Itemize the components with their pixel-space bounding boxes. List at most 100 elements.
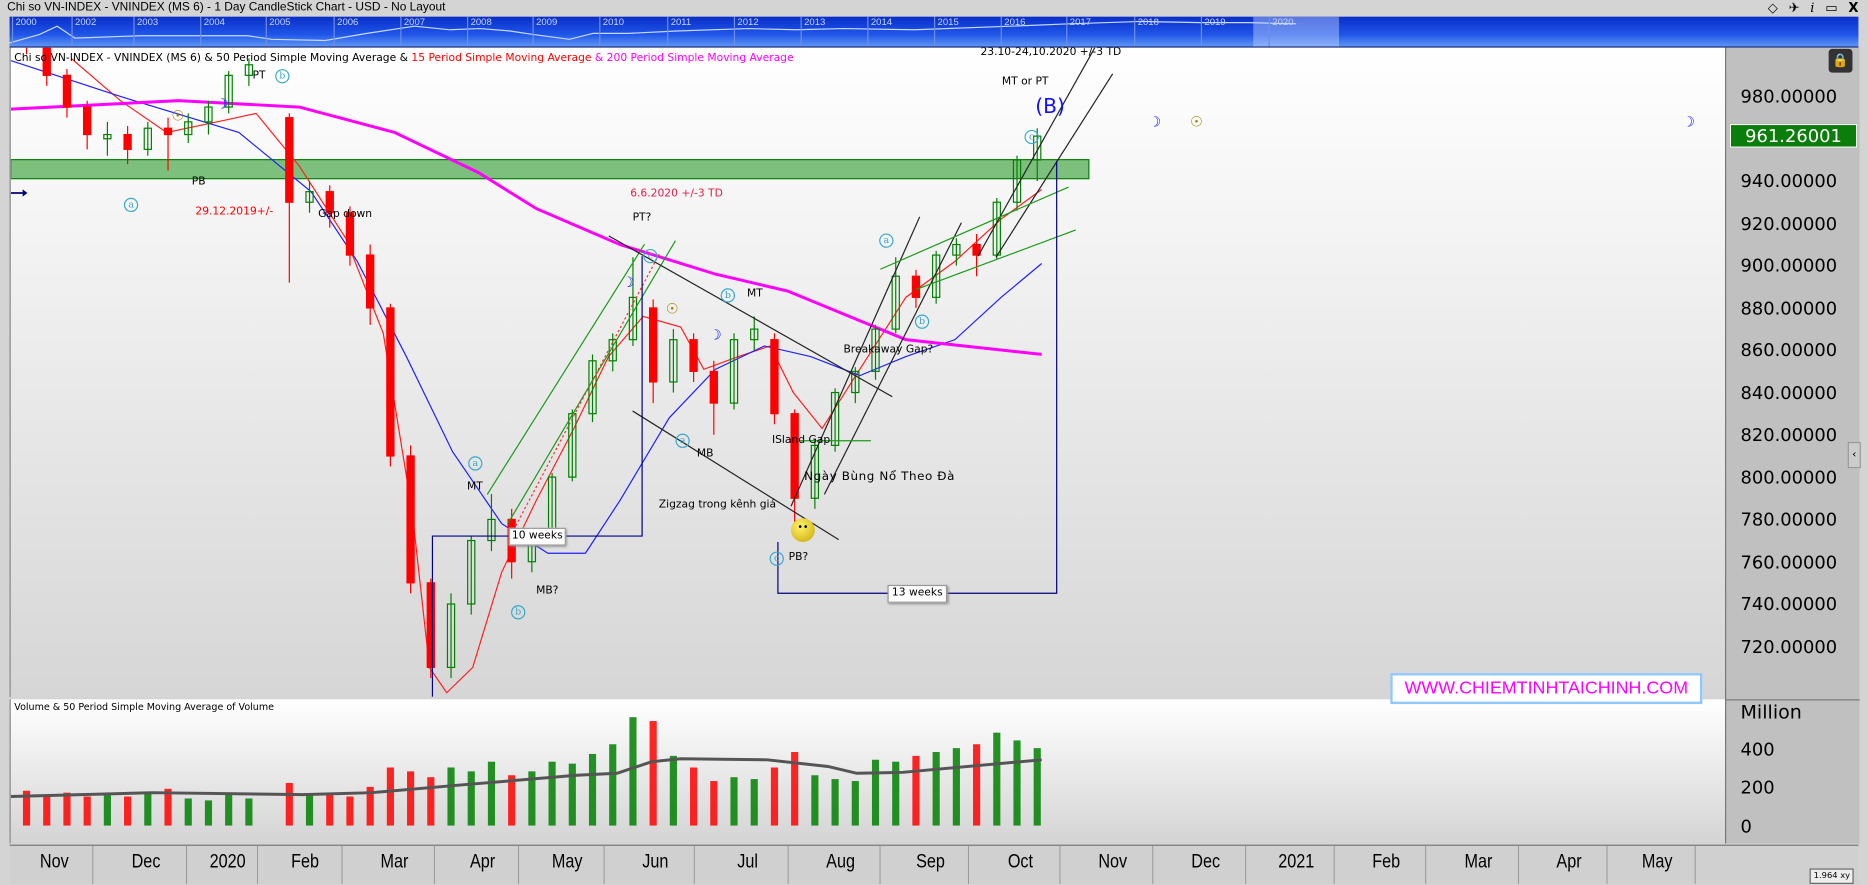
volume-bar — [750, 779, 758, 826]
candle-body — [729, 339, 739, 404]
candle-body — [426, 582, 435, 669]
lock-icon[interactable]: 🔒 — [1828, 48, 1853, 73]
price-axis[interactable]: 🔒 980.00000 940.00000 920.00000 900.00000 88… — [1725, 47, 1861, 844]
price-tick: 920.00000 — [1740, 212, 1838, 235]
last-price-label: 961.26001 — [1729, 123, 1858, 148]
annotation-date-1: 29.12.2019+/- — [195, 206, 274, 219]
volume-bar — [1033, 748, 1041, 826]
navigator-year[interactable]: 2017 — [1066, 16, 1091, 47]
volume-bar — [305, 794, 314, 826]
navigator-year[interactable]: 2014 — [867, 16, 892, 47]
navigator-year[interactable]: 2008 — [466, 16, 492, 47]
candle — [972, 233, 981, 277]
candle-body — [891, 275, 900, 330]
annotation-island-gap: ISland Gap — [771, 434, 831, 447]
candle-body — [952, 243, 961, 256]
navigator-year[interactable]: 2016 — [1000, 16, 1025, 47]
time-axis-label: Mar — [1439, 845, 1519, 884]
maximize-icon[interactable]: ▭ — [1825, 0, 1838, 16]
candle — [992, 197, 1001, 260]
price-tick: 740.00000 — [1740, 593, 1838, 615]
candle-body — [851, 370, 860, 394]
sun-icon: ☉ — [665, 300, 679, 317]
candle-body — [446, 603, 456, 669]
volume-bar — [669, 755, 677, 826]
navigator-year[interactable]: 2018 — [1134, 16, 1159, 47]
candle — [467, 536, 476, 615]
navigator-year[interactable]: 2004 — [200, 16, 225, 47]
resistance-zone — [10, 159, 1090, 180]
navigator-year[interactable]: 2007 — [400, 16, 425, 47]
navigator-year[interactable]: 2012 — [733, 16, 759, 47]
zoom-badge[interactable]: 1.964 xy — [1810, 868, 1854, 884]
candle-body — [305, 191, 314, 203]
sun-icon: ☉ — [1190, 113, 1203, 130]
volume-bar — [63, 792, 71, 826]
volume-bar — [22, 790, 31, 826]
candle-body — [285, 117, 294, 203]
volume-bar — [124, 796, 132, 826]
info-icon[interactable]: i — [1810, 0, 1815, 16]
candle — [123, 126, 132, 165]
volume-bar — [487, 761, 496, 826]
candle-body — [406, 455, 415, 584]
navigator-year[interactable]: 2002 — [71, 16, 96, 47]
candle-body — [608, 339, 617, 362]
volume-bar — [103, 794, 111, 826]
navigator-year[interactable]: 2013 — [800, 16, 825, 47]
navigator-year[interactable]: 2019 — [1200, 16, 1226, 47]
navigator-year[interactable]: 2005 — [265, 16, 290, 47]
navigator-year[interactable]: 2000 — [11, 16, 37, 47]
time-axis-label: Jul — [708, 845, 789, 884]
time-axis-label: Nov — [16, 845, 94, 884]
time-axis-label: 2021 — [1259, 845, 1335, 884]
trendlines — [431, 47, 1114, 697]
volume-bar — [831, 779, 839, 826]
candle-body — [103, 133, 112, 140]
diamond-icon[interactable]: ◇ — [1767, 0, 1778, 16]
candle — [426, 578, 435, 678]
watermark-link[interactable]: WWW.CHIEMTINHTAICHINH.COM — [1390, 673, 1703, 705]
volume-bar — [649, 721, 657, 826]
price-tick: 860.00000 — [1740, 339, 1838, 361]
navigator-bar[interactable]: 2000 2002 2003 2004 2005 2006 2007 2008 2009 2010… — [9, 16, 1859, 48]
navigator-year[interactable]: 2011 — [667, 16, 691, 47]
volume-bar — [164, 788, 172, 826]
candle — [285, 113, 294, 283]
close-icon[interactable]: X — [1848, 0, 1859, 16]
time-axis-label: Aug — [802, 845, 881, 884]
candle-body — [871, 328, 880, 372]
navigator-selection[interactable] — [1253, 16, 1340, 47]
navigator-year[interactable]: 2015 — [933, 16, 959, 47]
price-pane[interactable]: Chi so VN-INDEX - VNINDEX (MS 6) & 50 Pe… — [9, 47, 1726, 697]
collapse-icon[interactable]: ‹ — [1847, 441, 1861, 469]
navigator-year[interactable]: 2006 — [333, 16, 358, 47]
wave-label-c: c — [1024, 129, 1039, 145]
candle — [487, 494, 496, 552]
time-axis[interactable]: 1.964 xy Nov Dec 2020 Feb Mar Apr May Jun Jul Aug… — [9, 844, 1859, 884]
candle — [891, 257, 900, 334]
candle — [325, 185, 334, 228]
time-axis-label: Nov — [1073, 845, 1154, 884]
wave-label-c: c — [643, 248, 658, 264]
annotation-mt-or-pt: MT or PT — [1001, 76, 1049, 89]
candle — [224, 71, 233, 114]
pin-icon[interactable]: ✈ — [1788, 0, 1800, 16]
volume-bar — [912, 755, 920, 826]
time-axis-label: Mar — [355, 845, 435, 884]
navigator-year[interactable]: 2003 — [133, 16, 158, 47]
volume-tick: 400 — [1740, 738, 1775, 761]
navigator-year[interactable]: 2020 — [1268, 16, 1294, 47]
annotation-mt-1: MT — [466, 481, 483, 494]
navigator-year[interactable]: 2009 — [532, 16, 557, 47]
navigator-year[interactable]: 2010 — [599, 16, 624, 47]
candle-body — [790, 413, 799, 499]
candle — [386, 303, 395, 467]
legend-main: Chi so VN-INDEX - VNINDEX (MS 6) & 50 Pe… — [14, 52, 412, 65]
volume-pane[interactable]: Volume & 50 Period Simple Moving Average… — [9, 699, 1726, 844]
candle — [568, 409, 577, 482]
candle — [729, 333, 739, 410]
candle-body — [184, 121, 193, 136]
candle-body — [931, 254, 941, 298]
time-axis-label: Feb — [1347, 845, 1427, 884]
